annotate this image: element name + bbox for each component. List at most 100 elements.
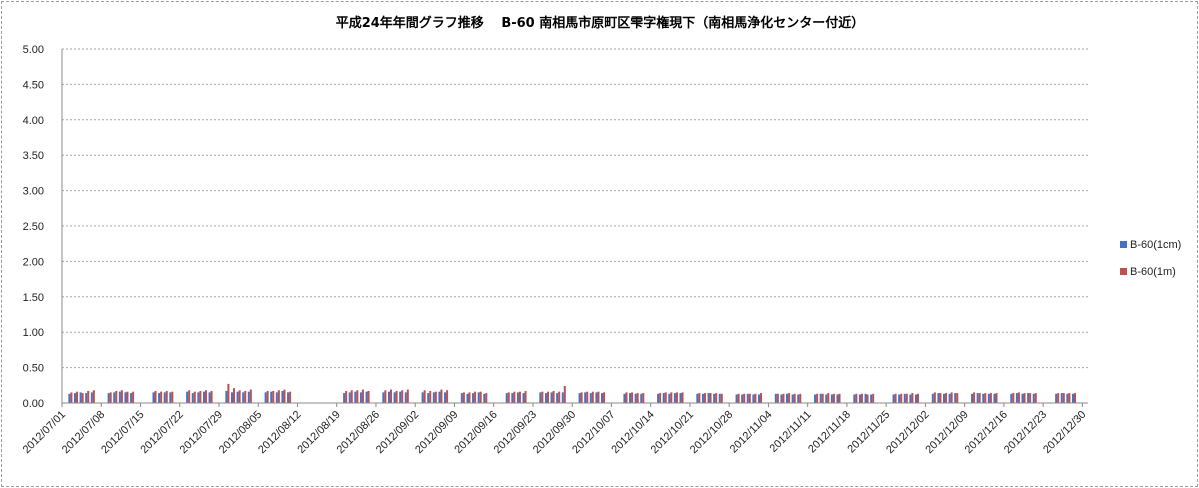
bar-b60-1cm xyxy=(987,393,990,403)
bar-b60-1cm xyxy=(516,392,519,403)
bar-b60-1m xyxy=(1017,392,1020,403)
bar-b60-1cm xyxy=(505,393,508,403)
bar-b60-1m xyxy=(272,390,275,403)
bar-b60-1cm xyxy=(522,393,525,403)
bar-b60-1cm xyxy=(68,393,71,403)
bar-b60-1cm xyxy=(814,394,817,403)
bar-b60-1cm xyxy=(472,393,475,403)
bar-b60-1cm xyxy=(393,392,396,403)
bar-b60-1m xyxy=(193,391,196,403)
bar-b60-1cm xyxy=(864,393,867,403)
bar-b60-1m xyxy=(266,390,269,403)
bar-b60-1cm xyxy=(1015,393,1018,403)
bar-b60-1cm xyxy=(460,393,463,403)
bar-b60-1m xyxy=(1062,393,1065,403)
y-tick-label: 1.00 xyxy=(23,327,44,339)
bar-b60-1m xyxy=(659,393,662,403)
bar-b60-1m xyxy=(917,393,920,403)
bar-b60-1m xyxy=(838,393,841,403)
bar-b60-1m xyxy=(905,393,908,403)
bar-b60-1m xyxy=(737,393,740,403)
bar-b60-1cm xyxy=(359,392,362,403)
bar-b60-1cm xyxy=(601,393,604,403)
bar-b60-1m xyxy=(154,390,157,403)
bar-b60-1cm xyxy=(830,394,833,403)
bar-b60-1cm xyxy=(718,393,721,403)
bar-b60-1m xyxy=(782,393,785,403)
bar-b60-1cm xyxy=(892,394,895,403)
bar-b60-1m xyxy=(631,392,634,403)
bar-b60-1m xyxy=(1012,393,1015,403)
gridlines xyxy=(62,48,1088,369)
bar-b60-1cm xyxy=(819,393,822,403)
bar-b60-1cm xyxy=(1010,393,1013,403)
bar-b60-1m xyxy=(894,393,897,403)
bar-b60-1cm xyxy=(825,394,828,403)
bar-b60-1cm xyxy=(634,393,637,403)
bar-b60-1cm xyxy=(169,392,172,403)
bar-b60-1m xyxy=(743,393,746,403)
bar-b60-1cm xyxy=(247,391,250,403)
bar-b60-1m xyxy=(479,391,482,403)
bar-b60-1cm xyxy=(186,391,189,403)
bar-b60-1cm xyxy=(365,391,368,403)
bar-b60-1m xyxy=(233,388,236,403)
bar-b60-1m xyxy=(423,390,426,403)
bar-b60-1m xyxy=(973,392,976,403)
bar-b60-1m xyxy=(586,391,589,403)
bar-b60-1m xyxy=(995,393,998,403)
bar-b60-1m xyxy=(866,394,869,403)
bar-b60-1cm xyxy=(444,392,447,403)
bar-b60-1m xyxy=(227,383,230,403)
bar-b60-1cm xyxy=(1071,393,1074,403)
bar-b60-1m xyxy=(440,389,443,403)
bar-b60-1m xyxy=(171,391,174,403)
bar-b60-1cm xyxy=(696,393,699,403)
bar-b60-1m xyxy=(204,390,207,403)
x-tick-label: 2012/12/30 xyxy=(1041,409,1088,456)
bar-b60-1cm xyxy=(354,391,357,403)
bar-b60-1m xyxy=(776,393,779,403)
bar-b60-1m xyxy=(933,392,936,403)
bar-b60-1cm xyxy=(483,393,486,403)
bar-b60-1cm xyxy=(85,393,88,403)
bar-b60-1cm xyxy=(1060,393,1063,403)
bar-b60-1cm xyxy=(713,393,716,403)
bar-b60-1cm xyxy=(1021,393,1024,403)
bar-b60-1m xyxy=(244,390,247,403)
bar-b60-1cm xyxy=(230,392,233,403)
bar-b60-1cm xyxy=(673,393,676,403)
bar-b60-1m xyxy=(1029,393,1032,403)
bar-b60-1m xyxy=(715,393,718,403)
bar-b60-1m xyxy=(950,392,953,403)
bar-b60-1m xyxy=(760,393,763,403)
bar-b60-1m xyxy=(900,393,903,403)
y-tick-label: 3.00 xyxy=(23,186,44,198)
bar-b60-1cm xyxy=(1066,393,1069,403)
y-tick-label: 5.00 xyxy=(23,44,44,56)
bar-b60-1m xyxy=(76,391,79,403)
bars xyxy=(68,383,1077,403)
bar-b60-1cm xyxy=(225,390,228,403)
bar-b60-1m xyxy=(816,393,819,403)
bar-b60-1cm xyxy=(853,394,856,403)
bar-b60-1cm xyxy=(477,392,480,403)
bar-b60-1m xyxy=(855,393,858,403)
bar-b60-1m xyxy=(165,390,168,403)
legend-label: B-60(1cm) xyxy=(1130,239,1181,251)
x-tick-label: 2012/11/04 xyxy=(728,409,775,456)
bar-b60-1m xyxy=(1023,393,1026,403)
bar-b60-1m xyxy=(1068,393,1071,403)
bar-b60-1m xyxy=(664,392,667,403)
bar-b60-1cm xyxy=(202,391,205,403)
bar-b60-1cm xyxy=(752,394,755,403)
bar-b60-1cm xyxy=(774,393,777,403)
bar-b60-1cm xyxy=(780,394,783,403)
bar-b60-1cm xyxy=(948,393,951,403)
bar-b60-1m xyxy=(636,393,639,403)
bar-b60-1cm xyxy=(163,392,166,403)
bar-b60-1m xyxy=(681,392,684,403)
bar-b60-1cm xyxy=(191,393,194,403)
bar-b60-1cm xyxy=(387,391,390,403)
bar-b60-1cm xyxy=(107,393,110,403)
